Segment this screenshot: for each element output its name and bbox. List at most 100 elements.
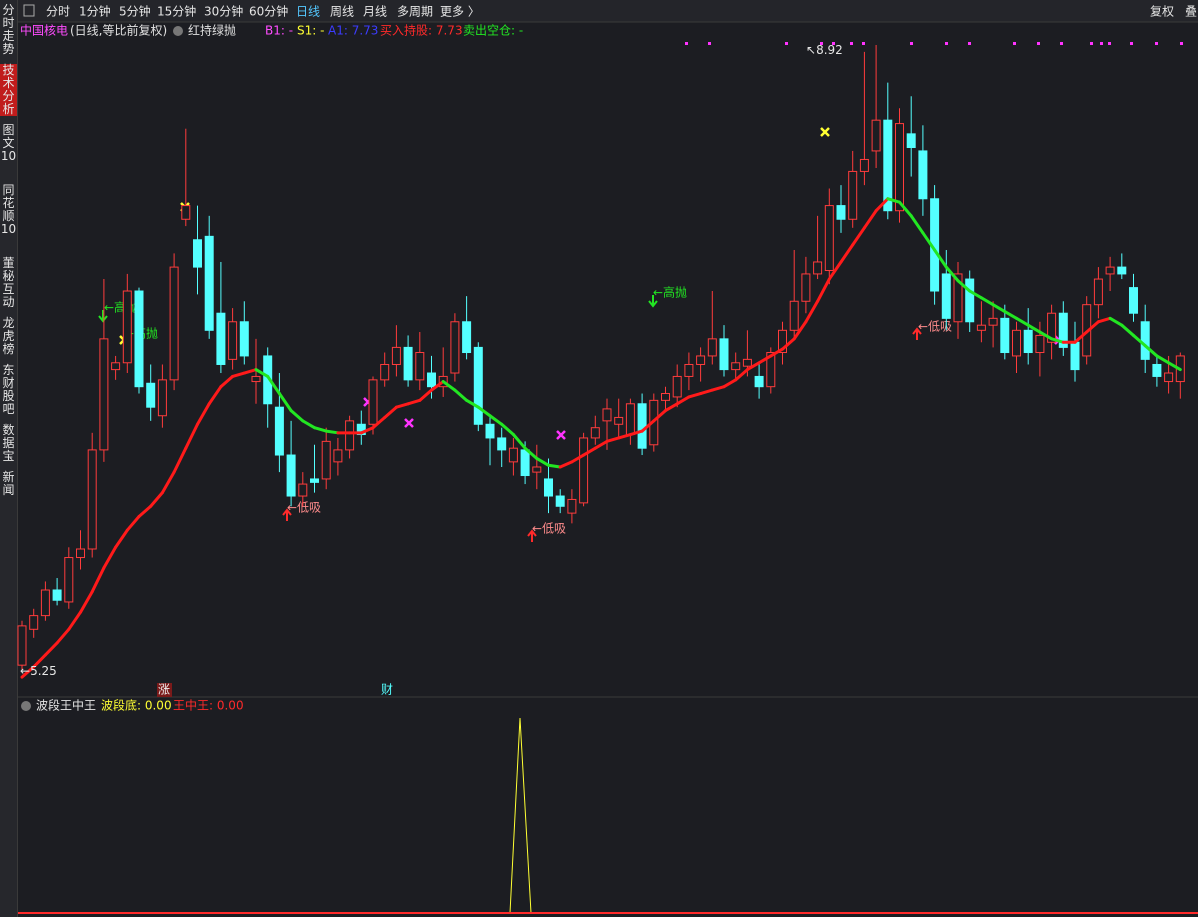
candle-body xyxy=(684,363,694,377)
period-button[interactable]: 15分钟 xyxy=(157,4,196,19)
ma-segment xyxy=(722,378,738,389)
ma-segment xyxy=(1132,333,1147,348)
candle-body xyxy=(1164,372,1174,383)
period-button[interactable]: 分时 xyxy=(46,5,70,19)
period-button[interactable]: 月线 xyxy=(363,5,387,19)
ma-segment xyxy=(383,405,398,419)
candle-body xyxy=(848,170,858,220)
legend-item: S1: - xyxy=(297,24,324,38)
candle-body xyxy=(485,423,495,439)
side-tab[interactable]: 分时走势 xyxy=(2,3,15,56)
period-button[interactable]: 多周期 xyxy=(397,5,433,19)
ma-segment xyxy=(43,641,59,657)
ma-segment xyxy=(1015,316,1030,327)
candle-body xyxy=(251,375,261,383)
ma-segment xyxy=(196,402,211,426)
sub-legend: 王中王: 0.00 xyxy=(173,698,244,713)
side-tab[interactable]: 图文10 xyxy=(0,123,17,163)
ma-segment xyxy=(453,388,469,402)
candle-body xyxy=(1117,266,1127,275)
period-button[interactable]: 5分钟 xyxy=(119,4,151,19)
period-button[interactable]: 日线 xyxy=(296,5,320,19)
candle-body xyxy=(1152,363,1162,377)
candle-body xyxy=(76,548,85,559)
tag: 财 xyxy=(381,683,393,697)
toolbar-button[interactable]: 叠 xyxy=(1185,5,1197,19)
candle-body xyxy=(976,324,986,331)
candle-body xyxy=(625,403,635,436)
period-button[interactable]: 30分钟 xyxy=(204,4,243,19)
side-tab[interactable]: 龙虎榜 xyxy=(2,316,15,356)
candle-body xyxy=(1093,278,1103,306)
candle-body xyxy=(778,329,787,354)
candle-body xyxy=(368,379,378,425)
side-tab[interactable]: 数据宝 xyxy=(2,423,15,463)
ma-segment xyxy=(558,460,574,469)
period-button[interactable]: 60分钟 xyxy=(249,4,288,19)
side-tab[interactable]: 技术分析 xyxy=(0,64,17,116)
signal-label: ←高抛 xyxy=(104,300,138,315)
candle-body xyxy=(1140,321,1150,360)
signal-dots xyxy=(685,42,1183,45)
side-tab[interactable]: 董秘互动 xyxy=(2,256,15,309)
candle-body xyxy=(380,363,390,381)
ma-segment xyxy=(500,422,515,437)
indicator-toggle[interactable] xyxy=(173,26,183,36)
side-tab[interactable]: 东财股吧 xyxy=(2,363,15,416)
period-button[interactable]: 更多 〉 xyxy=(440,5,480,19)
side-tab[interactable]: 新闻 xyxy=(2,470,15,497)
ma-segment xyxy=(523,446,539,460)
candle-body xyxy=(1000,317,1010,354)
candle-body xyxy=(17,625,27,666)
side-tab[interactable]: 同花顺10 xyxy=(0,183,17,236)
ma-segment xyxy=(933,248,948,269)
ma-segment xyxy=(102,545,118,570)
candle-body xyxy=(637,403,647,449)
candle-body xyxy=(766,352,776,388)
candle-body xyxy=(333,449,343,463)
ma-segment xyxy=(816,277,831,303)
candle-body xyxy=(52,589,62,601)
ma-segment xyxy=(944,265,960,283)
ma-segment xyxy=(465,398,480,409)
ma-segment xyxy=(289,409,305,423)
candle-body xyxy=(345,420,355,451)
candle-body xyxy=(824,205,834,272)
candle-body xyxy=(427,372,436,388)
ma-segment xyxy=(32,653,47,669)
ma-segment xyxy=(851,226,866,247)
tag-bg xyxy=(157,683,172,697)
toolbar xyxy=(18,0,1198,22)
ma-segment xyxy=(1096,316,1112,324)
ma-segment xyxy=(476,405,492,418)
ma-segment xyxy=(968,289,983,300)
ma-segment xyxy=(301,419,316,430)
tag: 涨 xyxy=(158,682,170,697)
candle-body xyxy=(298,483,308,497)
candle-body xyxy=(111,362,121,371)
candle-body xyxy=(193,239,202,268)
ma-segment xyxy=(254,368,270,378)
candle-body xyxy=(859,158,869,172)
signal-label: ←低吸 xyxy=(287,501,321,515)
toolbar-button[interactable]: 复权 xyxy=(1150,5,1174,19)
candle-body xyxy=(450,321,460,374)
ma-segment xyxy=(511,433,527,450)
candle-body xyxy=(813,261,823,275)
candle-body xyxy=(181,205,191,220)
ma-segment xyxy=(207,385,223,406)
period-button[interactable]: 周线 xyxy=(330,5,354,19)
candle-body xyxy=(1035,334,1045,354)
signal-arrows xyxy=(98,295,922,542)
indicator-toggle[interactable] xyxy=(21,701,31,711)
toolbar-icon[interactable] xyxy=(23,4,35,17)
candle-body xyxy=(1129,287,1138,314)
ma-segment xyxy=(570,453,586,464)
candle-body xyxy=(544,478,553,497)
candle-body xyxy=(204,235,214,331)
candle-body xyxy=(1047,312,1057,343)
period-button[interactable]: 1分钟 xyxy=(79,4,111,19)
ma-segment xyxy=(956,279,972,293)
ma-segment xyxy=(1108,316,1124,327)
ma-segment xyxy=(114,528,129,549)
